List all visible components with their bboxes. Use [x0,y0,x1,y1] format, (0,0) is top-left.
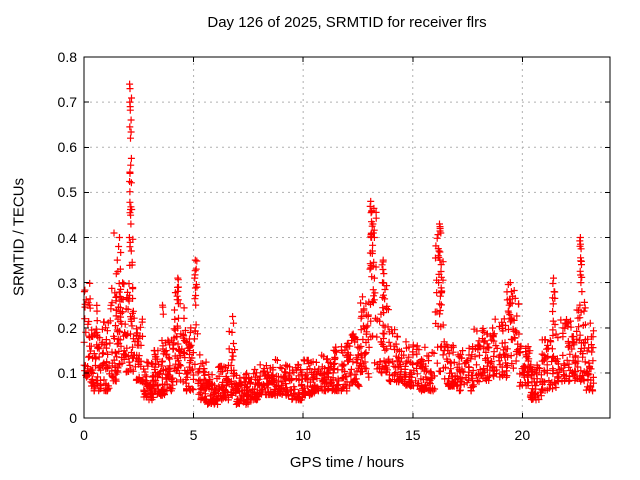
x-tick-label: 0 [80,427,88,443]
y-tick-label: 0.1 [57,364,77,381]
chart-title: Day 126 of 2025, SRMTID for receiver flr… [207,14,487,31]
scatter-points [80,80,597,408]
y-tick-label: 0 [69,410,77,426]
x-axis-label: GPS time / hours [289,454,405,471]
y-tick-label: 0.6 [57,139,77,156]
y-tick-label: 0.5 [57,184,77,201]
y-tick-label: 0.4 [57,229,77,246]
y-tick-label: 0.7 [57,94,77,111]
x-tick-label: 5 [189,427,198,443]
x-tick-label: 15 [404,427,421,443]
axis-ticks [83,56,610,419]
y-tick-label: 0.8 [57,49,77,65]
y-tick-label: 0.3 [57,274,77,291]
x-tick-label: 20 [514,427,531,443]
y-tick-label: 0.2 [57,319,77,336]
x-tick-label: 10 [295,427,311,443]
